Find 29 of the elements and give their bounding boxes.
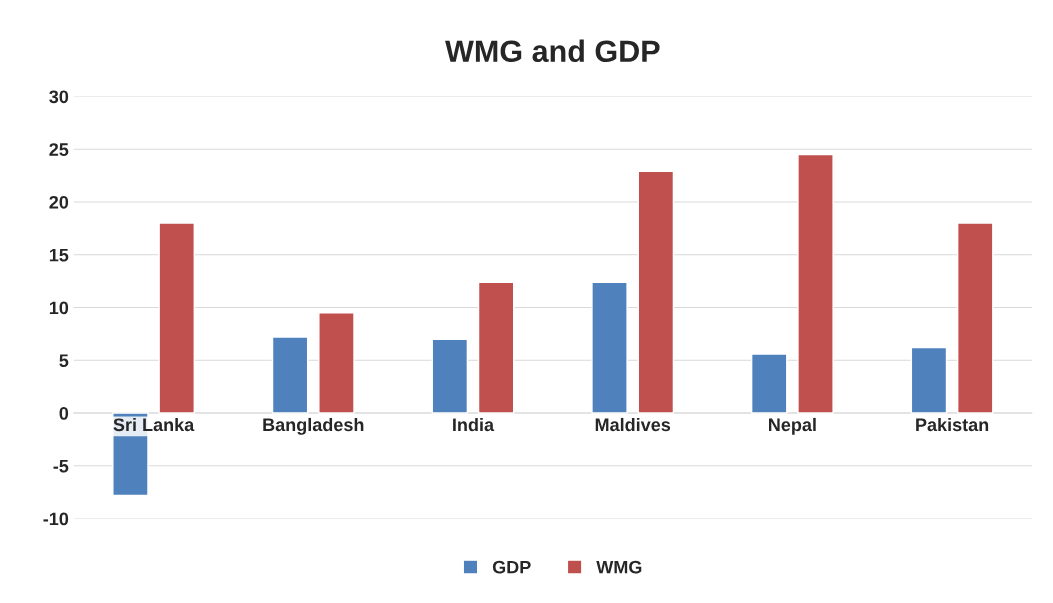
bar	[637, 170, 675, 414]
y-tick-label: 10	[49, 301, 69, 315]
y-tick-label: 20	[49, 195, 69, 209]
x-tick-label: Bangladesh	[263, 417, 364, 435]
y-tick-label: 30	[49, 90, 69, 104]
y-tick-label: 0	[59, 406, 69, 420]
bar	[956, 222, 994, 414]
y-tick-label: 15	[49, 248, 69, 262]
x-tick-label: India	[453, 417, 495, 432]
bar	[591, 281, 628, 414]
legend-label: WMG	[596, 560, 642, 574]
x-tick-label: Nepal	[769, 417, 816, 435]
bar	[431, 338, 469, 414]
y-tick-label: 25	[49, 143, 69, 156]
bar	[158, 222, 195, 414]
x-tick-label: Maldives	[595, 417, 671, 432]
x-tick-label: Pakistan	[916, 417, 989, 432]
bar	[477, 281, 515, 414]
bar	[271, 336, 309, 414]
y-tick-label: -5	[53, 459, 69, 473]
chart-title: WMG and GDP	[445, 39, 660, 63]
bar	[318, 312, 355, 414]
y-tick-label: -10	[43, 512, 69, 526]
bar	[910, 346, 948, 414]
bar	[797, 153, 834, 414]
x-tick-label: Sri Lanka	[113, 417, 195, 432]
y-tick-label: 5	[59, 354, 69, 368]
bar	[750, 353, 788, 414]
legend-label: GDP	[492, 560, 531, 574]
